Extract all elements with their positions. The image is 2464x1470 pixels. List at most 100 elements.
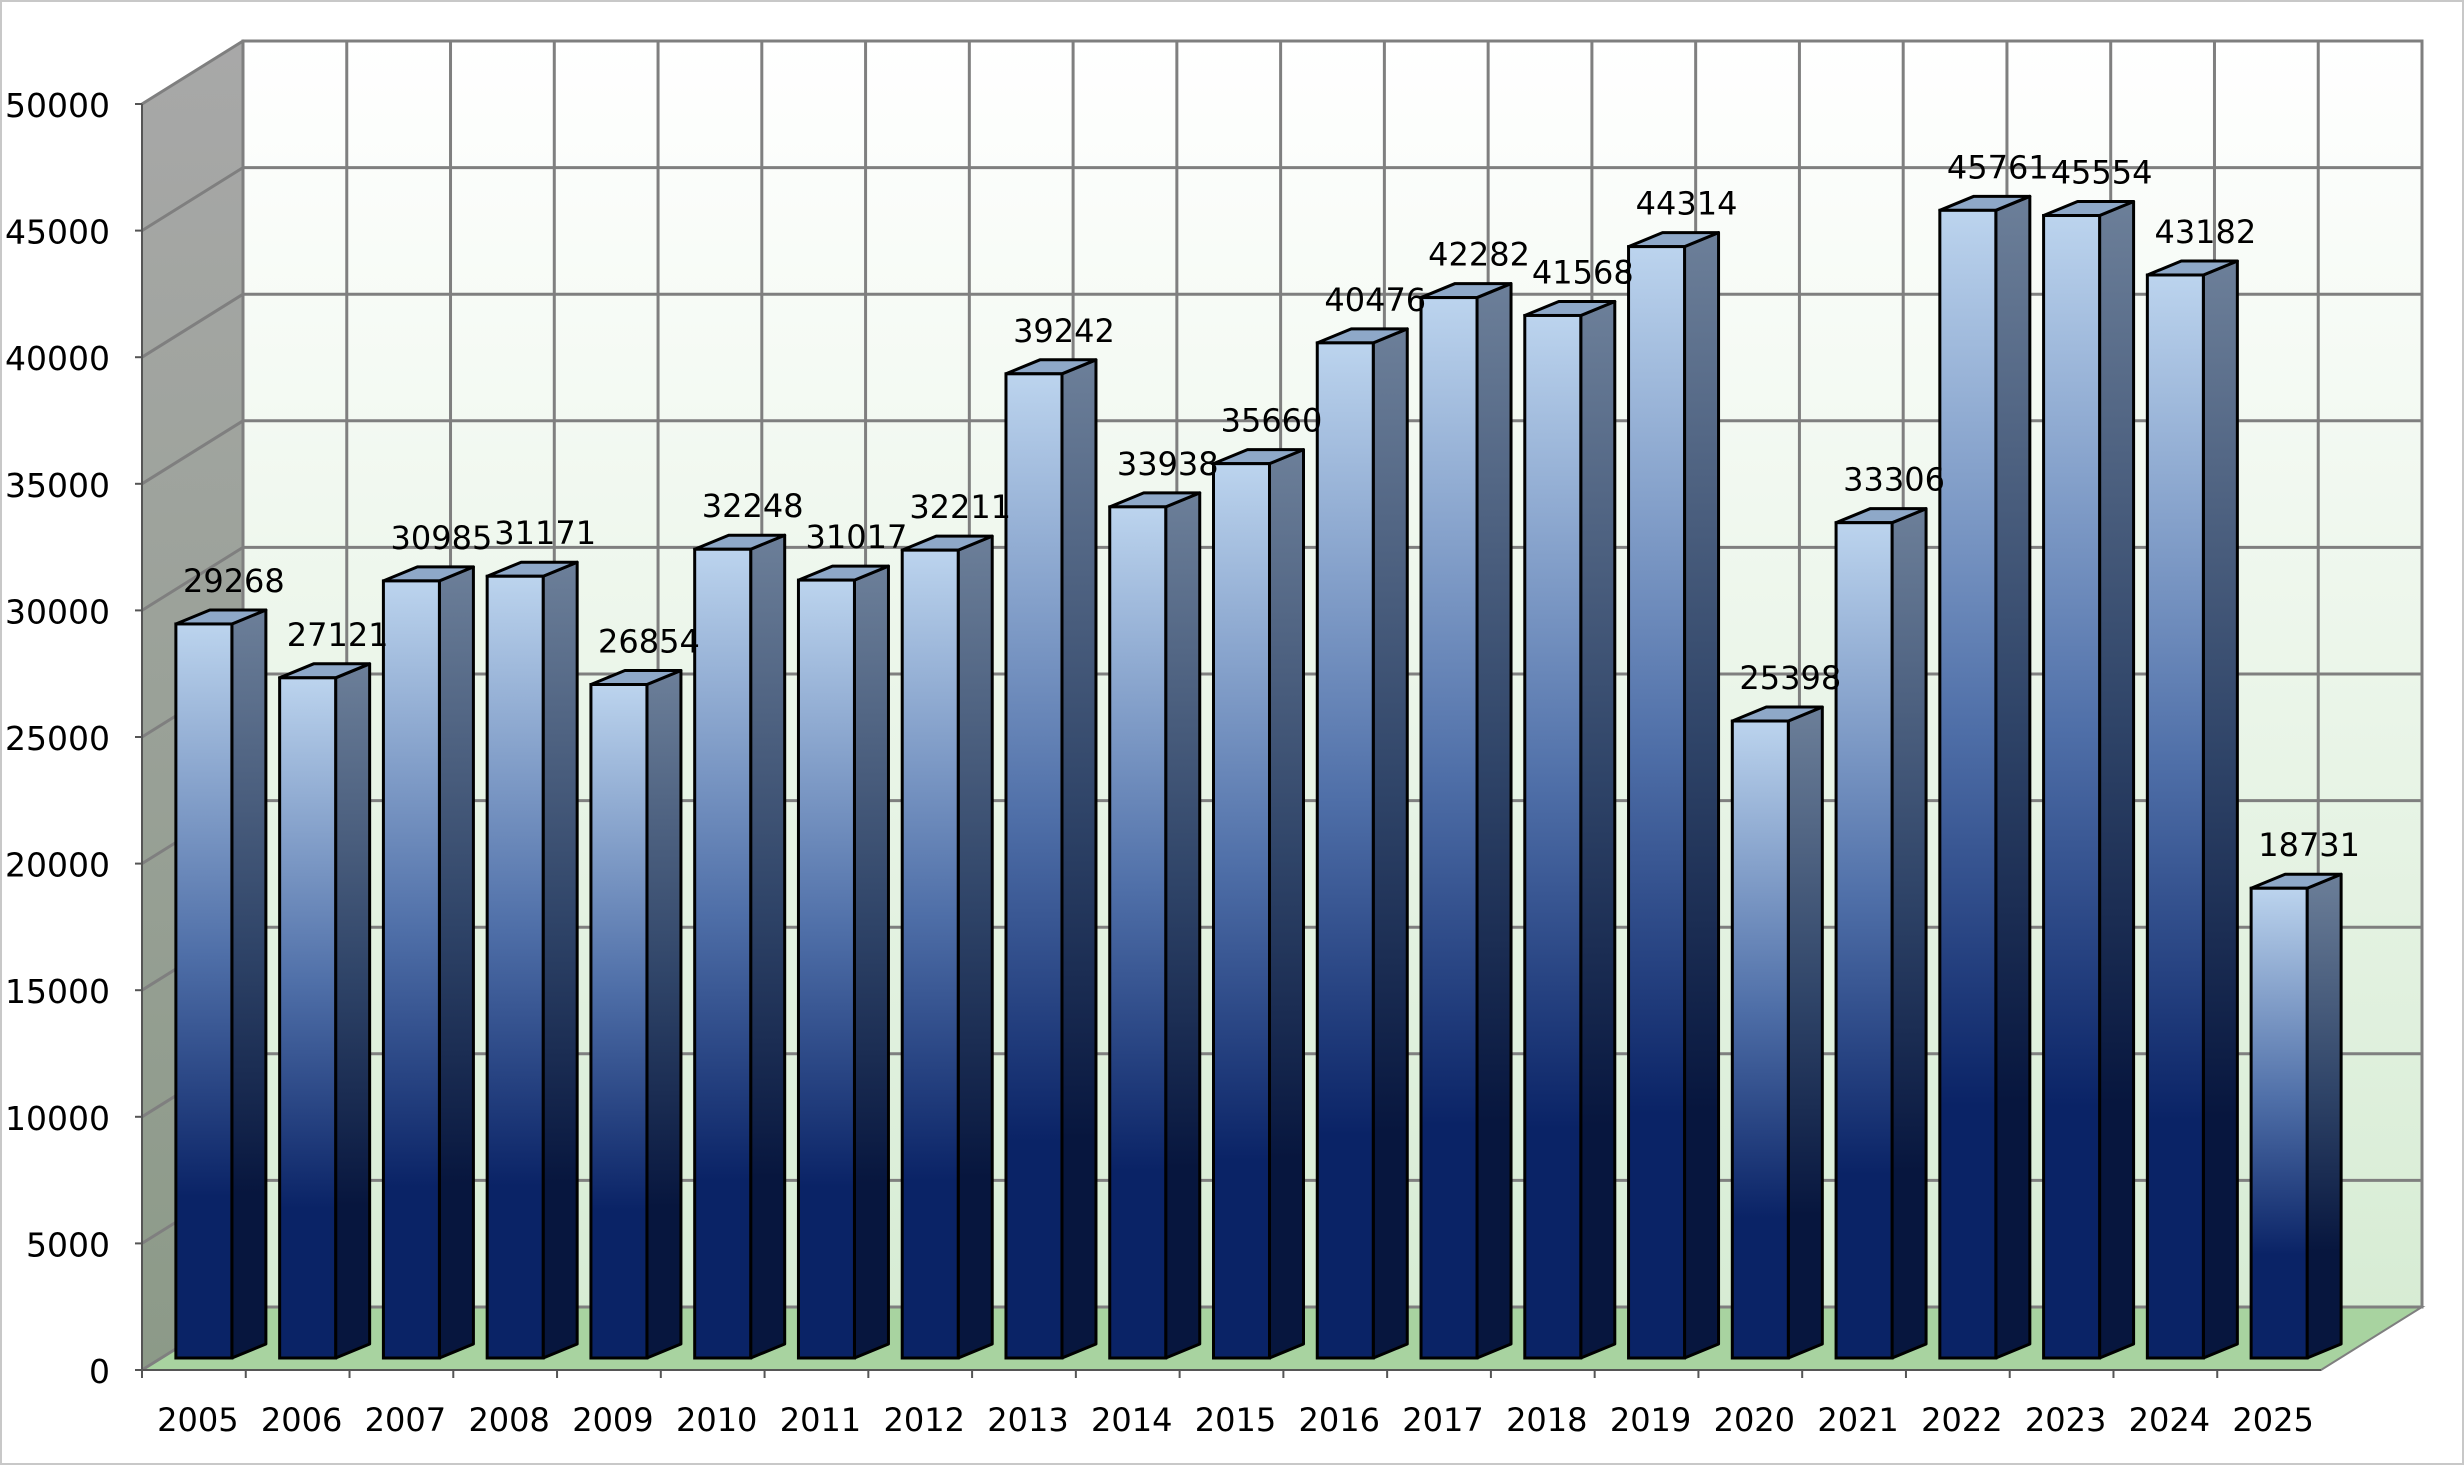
bar-front-face [1212, 462, 1271, 1360]
bar-2008 [485, 560, 579, 1360]
x-tick-label: 2013 [987, 1401, 1068, 1439]
x-tick-label: 2025 [2232, 1401, 2313, 1439]
y-tick-label: 50000 [5, 86, 110, 125]
x-tick-label: 2019 [1610, 1401, 1691, 1439]
bar-front-face [1419, 296, 1479, 1360]
data-label: 45761 [1947, 148, 2049, 186]
data-label: 39242 [1013, 312, 1115, 350]
data-label: 29268 [183, 562, 285, 600]
x-tick-label: 2005 [157, 1401, 238, 1439]
x-tick-label: 2016 [1299, 1401, 1380, 1439]
data-label: 31171 [494, 514, 596, 552]
data-label: 40476 [1324, 281, 1426, 319]
x-tick-label: 2009 [572, 1401, 653, 1439]
bar-side-face [1994, 194, 2032, 1360]
bar-side-face [541, 560, 579, 1360]
bar-2015 [1212, 448, 1305, 1360]
x-tick-label: 2008 [468, 1401, 549, 1439]
bar-front-face [589, 683, 649, 1360]
y-tick-label: 40000 [5, 339, 110, 378]
bar-2023 [2042, 200, 2136, 1360]
bar-side-face [1683, 231, 1721, 1360]
bar-2010 [693, 533, 787, 1360]
x-tick-label: 2006 [261, 1401, 342, 1439]
bar-2011 [796, 564, 890, 1360]
bar-front-face [1108, 505, 1168, 1360]
bar-2020 [1730, 705, 1824, 1360]
bar-2025 [2249, 872, 2343, 1360]
data-label: 42282 [1428, 236, 1530, 274]
data-label: 41568 [1532, 253, 1634, 291]
bar-front-face [174, 622, 234, 1360]
bar-2007 [381, 565, 475, 1360]
x-tick-label: 2022 [1921, 1401, 2002, 1439]
bar-front-face [278, 676, 338, 1360]
gridline-side [141, 292, 244, 359]
x-tick-label: 2024 [2129, 1401, 2210, 1439]
y-tick-label: 15000 [5, 972, 110, 1011]
gridline-side [141, 546, 244, 612]
bar-front-face [693, 547, 753, 1360]
data-label: 44314 [1636, 185, 1738, 223]
y-tick-label: 20000 [5, 846, 110, 885]
bar-front-face [1627, 245, 1687, 1360]
bar-2022 [1938, 194, 2032, 1360]
x-tick-label: 2015 [1195, 1401, 1276, 1439]
bar-2012 [900, 534, 994, 1360]
y-tick-label: 5000 [26, 1225, 110, 1264]
bar-front-face [1315, 341, 1375, 1360]
gridline-side [141, 39, 244, 106]
bar-side-face [1060, 358, 1098, 1360]
y-tick-label: 35000 [5, 466, 110, 505]
bar-front-face [1730, 719, 1790, 1360]
x-tick-label: 2023 [2025, 1401, 2106, 1439]
bar-front-face [1834, 521, 1894, 1360]
data-label: 31017 [806, 518, 908, 556]
bar-side-face [956, 534, 994, 1360]
y-tick-label: 0 [89, 1352, 110, 1391]
data-label: 25398 [1739, 659, 1841, 697]
y-tick-label: 45000 [5, 213, 110, 252]
y-tick-label: 25000 [5, 719, 110, 758]
bar-front-face [2042, 214, 2102, 1360]
bar-side-face [1371, 327, 1409, 1360]
bar-front-face [2249, 886, 2309, 1360]
data-label: 33306 [1843, 461, 1945, 499]
bar-side-face [1268, 448, 1305, 1360]
bar-2014 [1108, 491, 1202, 1360]
x-tick-label: 2007 [365, 1401, 446, 1439]
bar-2016 [1315, 327, 1409, 1360]
gridline-side [141, 419, 244, 486]
bar-2006 [278, 662, 372, 1360]
bar-side-face [334, 662, 372, 1360]
bar-2018 [1523, 299, 1617, 1360]
bar-front-face [796, 578, 856, 1360]
data-label: 43182 [2154, 213, 2256, 251]
bar-side-face [1579, 299, 1617, 1360]
data-label: 45554 [2051, 154, 2153, 192]
bar-side-face [1164, 491, 1202, 1360]
bar-2019 [1627, 231, 1721, 1360]
bar-side-face [230, 608, 268, 1360]
data-label: 26854 [598, 623, 700, 661]
bar-front-face [1938, 208, 1998, 1360]
bar-2013 [1004, 358, 1098, 1360]
x-tick-label: 2010 [676, 1401, 757, 1439]
bar-front-face [1523, 313, 1583, 1360]
y-tick-label: 30000 [5, 592, 110, 631]
x-tick-label: 2017 [1402, 1401, 1483, 1439]
data-label: 32248 [702, 487, 804, 525]
bar-side-face [437, 565, 475, 1360]
bar-side-face [1890, 507, 1928, 1360]
bar-2005 [174, 608, 268, 1360]
bar-2021 [1834, 507, 1928, 1360]
bar-2017 [1419, 282, 1513, 1360]
bar-side-face [2098, 200, 2136, 1360]
data-label: 30985 [391, 519, 493, 557]
data-label: 35660 [1221, 402, 1323, 440]
x-tick-label: 2020 [1714, 1401, 1795, 1439]
bar-front-face [381, 579, 441, 1360]
data-label: 18731 [2258, 826, 2360, 864]
data-label: 27121 [287, 616, 389, 654]
gridline-side [141, 166, 244, 232]
